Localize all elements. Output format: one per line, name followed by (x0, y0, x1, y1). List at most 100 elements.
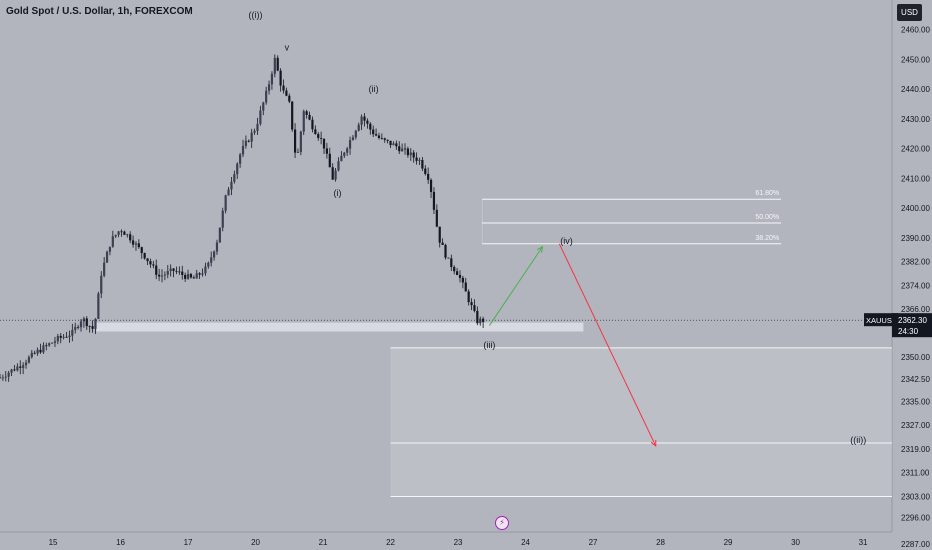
candle-body (184, 274, 187, 279)
candle-body (267, 84, 271, 91)
candle-body (259, 110, 262, 124)
candle-body (233, 174, 236, 182)
candle-body (126, 234, 129, 236)
candle-body (236, 163, 239, 175)
candle-body (363, 116, 366, 121)
candle-body (299, 131, 302, 153)
y-tick-label: 2440.00 (901, 85, 930, 94)
candle-body (149, 261, 152, 265)
x-tick-label: 23 (454, 538, 463, 547)
candle-body (418, 159, 421, 161)
candle-body (354, 130, 357, 138)
candle-body (360, 116, 363, 125)
candle-body (412, 152, 415, 158)
candle-body (100, 275, 103, 294)
y-tick-label: 2390.00 (901, 234, 930, 243)
candle-body (461, 277, 464, 283)
candle-body (123, 231, 126, 235)
candle-body (296, 152, 300, 153)
y-tick-label: 2350.00 (901, 353, 930, 362)
candle-body (166, 271, 169, 275)
wave-iv-arrow-head (536, 245, 544, 253)
candle-body (169, 268, 172, 272)
candle-body (181, 271, 184, 275)
candle-body (163, 274, 166, 276)
candle-body (79, 321, 83, 328)
candle-body (285, 90, 288, 96)
candle-body (10, 369, 13, 373)
candle-body (189, 274, 193, 278)
y-tick-label: 2366.00 (901, 305, 930, 314)
fib-level-label: 38.20% (755, 235, 779, 242)
y-tick-label: 2335.00 (901, 397, 930, 406)
candle-body (77, 326, 80, 328)
x-tick-label: 27 (589, 538, 598, 547)
candle-body (103, 262, 106, 276)
candle-body (435, 209, 438, 227)
candle-body (395, 143, 398, 147)
x-tick-label: 28 (656, 538, 665, 547)
y-tick-label: 2374.00 (901, 281, 930, 290)
candle-body (366, 120, 369, 124)
wave-label: v (285, 43, 290, 53)
candle-body (383, 138, 386, 140)
candle-body (39, 349, 42, 353)
candle-body (270, 73, 274, 85)
y-tick-label: 2420.00 (901, 145, 930, 154)
candle-body (50, 342, 54, 344)
candle-body (146, 258, 149, 262)
candle-body (276, 57, 279, 71)
candle-body (403, 148, 407, 150)
candle-body (293, 129, 297, 153)
wave-ii-target-arrow (558, 243, 657, 447)
candle-body (377, 135, 381, 138)
candle-body (207, 262, 210, 267)
candle-body (129, 234, 132, 241)
y-tick-label: 2450.00 (901, 55, 930, 64)
candle-body (322, 138, 326, 149)
currency-button[interactable]: USD (897, 4, 922, 21)
candle-body (114, 234, 117, 237)
candle-body (464, 282, 467, 292)
candle-body (305, 111, 308, 115)
candle-body (178, 271, 181, 273)
candle-body (325, 148, 329, 154)
candle-body (27, 357, 31, 363)
candle-body (42, 345, 45, 353)
wave-label: (i) (334, 188, 342, 198)
candle-body (24, 362, 28, 366)
candle-body (172, 268, 175, 271)
candle-body (273, 57, 276, 74)
candle-body (120, 231, 123, 233)
candle-body (230, 181, 233, 190)
candle-body (210, 257, 213, 263)
candle-body (398, 146, 401, 152)
candle-body (30, 352, 33, 358)
candle-body (328, 153, 331, 168)
candle-body (343, 152, 346, 156)
candle-body (250, 132, 253, 142)
x-tick-label: 22 (386, 538, 395, 547)
candle-body (380, 137, 383, 139)
candle-body (357, 124, 360, 131)
candle-body (13, 369, 16, 371)
candle-body (186, 274, 190, 279)
candle-body (470, 302, 473, 306)
flash-icon[interactable]: ⚡ (495, 516, 509, 530)
candle-body (239, 154, 242, 164)
y-tick-label: 2296.00 (901, 513, 930, 522)
candle-body (1, 377, 4, 379)
x-tick-label: 16 (116, 538, 125, 547)
candle-body (374, 134, 378, 136)
candle-body (340, 155, 343, 162)
candle-body (429, 179, 433, 192)
candle-body (74, 326, 77, 330)
fib-level-label: 61.80% (755, 190, 779, 197)
candle-body (320, 137, 323, 139)
candle-body (253, 130, 256, 133)
y-tick-label: 2460.00 (901, 26, 930, 35)
candle-body (473, 305, 476, 311)
candle-body (467, 291, 470, 303)
chart-title: Gold Spot / U.S. Dollar, 1h, FOREXCOM (6, 6, 193, 17)
